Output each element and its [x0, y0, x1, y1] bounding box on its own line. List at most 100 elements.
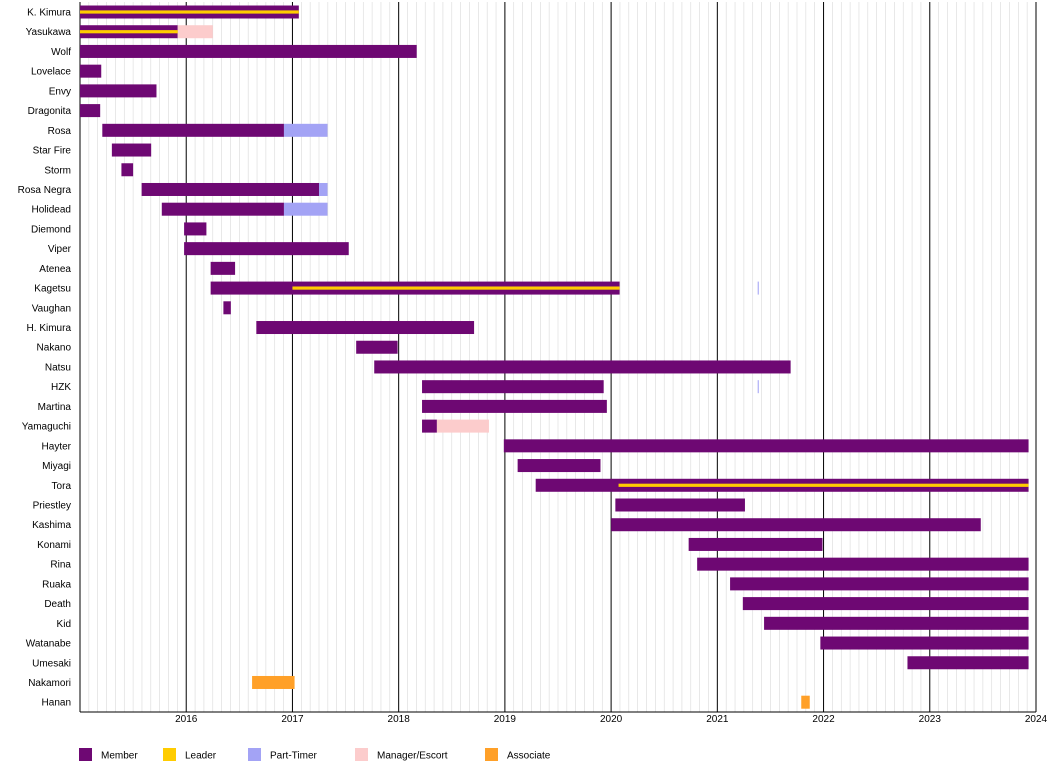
row-label: Yamaguchi	[22, 422, 71, 433]
legend-swatch	[248, 748, 261, 761]
row-label: Nakamori	[28, 678, 71, 689]
legend-label: Leader	[185, 751, 217, 762]
timeline-bar	[80, 44, 417, 58]
timeline-bar	[611, 518, 981, 532]
row-label: Tora	[52, 481, 72, 492]
legend: Member Leader Part-Timer Manager/Escort Asso…	[79, 748, 551, 762]
x-tick-label: 2019	[494, 714, 517, 725]
timeline-bar	[907, 656, 1029, 670]
legend-swatch	[79, 748, 92, 761]
x-tick-label: 2020	[600, 714, 623, 725]
timeline-bar	[503, 439, 1029, 453]
timeline-bar	[141, 182, 319, 196]
timeline-bar	[757, 281, 759, 295]
row-label: Diemond	[31, 224, 71, 235]
timeline-bar	[422, 399, 607, 413]
legend-swatch	[485, 748, 498, 761]
row-label: Umesaki	[32, 658, 71, 669]
legend-swatch	[163, 748, 176, 761]
row-label: K. Kimura	[27, 8, 71, 19]
row-label: Lovelace	[31, 67, 71, 78]
timeline-bar	[422, 380, 604, 394]
x-tick-label: 2016	[175, 714, 198, 725]
x-tick-label: 2022	[812, 714, 835, 725]
legend-swatch	[355, 748, 368, 761]
row-label: Nakano	[37, 343, 72, 354]
row-label: Dragonita	[28, 106, 72, 117]
timeline-bar	[80, 84, 157, 98]
timeline-bar	[422, 419, 437, 433]
timeline-bar	[223, 301, 231, 315]
row-label: HZK	[51, 382, 71, 393]
x-tick-label: 2018	[388, 714, 411, 725]
row-label: Kashima	[32, 520, 71, 531]
timeline-bar	[374, 360, 791, 374]
row-label: Kagetsu	[34, 284, 71, 295]
leader-overlay-bar	[80, 10, 299, 14]
x-tick-label: 2017	[281, 714, 304, 725]
timeline-bar	[820, 636, 1029, 650]
row-label: Konami	[37, 540, 71, 551]
timeline-bar	[210, 261, 236, 275]
x-axis-tick-labels: 2016 2017 2018 2019 2020 2021 2022 2023 2024	[175, 714, 1047, 725]
timeline-bar	[615, 498, 745, 512]
row-label: Priestley	[33, 501, 71, 512]
row-label: Miyagi	[42, 461, 71, 472]
timeline-bar	[283, 123, 328, 137]
row-label: Envy	[49, 86, 71, 97]
timeline-bar	[742, 597, 1029, 611]
row-label: Rosa Negra	[18, 185, 72, 196]
row-label: Star Fire	[33, 146, 72, 157]
timeline-bar	[161, 202, 284, 216]
leader-overlay-bar	[618, 483, 1029, 487]
row-label: Storm	[44, 165, 71, 176]
row-label: Holidead	[32, 205, 71, 216]
timeline-bar	[757, 380, 759, 394]
legend-label: Member	[101, 751, 138, 762]
row-label: Atenea	[39, 264, 71, 275]
minor-gridlines	[88, 2, 1028, 712]
row-label: Viper	[48, 244, 72, 255]
row-labels: K. Kimura Yasukawa Wolf Lovelace Envy Dragoni…	[18, 8, 72, 709]
timeline-bar	[102, 123, 284, 137]
row-label: Watanabe	[26, 639, 72, 650]
row-label: Death	[44, 599, 71, 610]
timeline-bar	[730, 577, 1029, 591]
timeline-bar	[184, 222, 207, 236]
timeline-bar	[256, 321, 475, 335]
timeline-bar	[688, 537, 823, 551]
row-label: Rosa	[48, 126, 72, 137]
timeline-bar	[436, 419, 489, 433]
row-label: Hayter	[42, 441, 72, 452]
timeline-bar	[184, 242, 349, 256]
row-label: Wolf	[51, 47, 71, 58]
timeline-bar	[111, 143, 152, 157]
legend-label: Manager/Escort	[377, 751, 448, 762]
timeline-bar	[356, 340, 398, 354]
row-label: H. Kimura	[27, 323, 72, 334]
timeline-bar	[517, 459, 601, 473]
timeline-bar	[283, 202, 328, 216]
row-label: Ruaka	[42, 579, 71, 590]
timeline-bar	[80, 104, 101, 118]
x-tick-label: 2021	[706, 714, 729, 725]
timeline-bar	[252, 675, 295, 689]
legend-label: Associate	[507, 751, 551, 762]
x-tick-label: 2023	[919, 714, 942, 725]
x-tick-label: 2024	[1025, 714, 1048, 725]
major-gridlines	[79, 2, 1037, 713]
timeline-bar	[121, 163, 134, 177]
row-label: Kid	[57, 619, 71, 630]
row-label: Natsu	[45, 362, 71, 373]
row-label: Hanan	[42, 698, 71, 709]
bars-layer	[80, 5, 1029, 709]
timeline-bar	[764, 616, 1029, 630]
row-label: Yasukawa	[26, 27, 72, 38]
row-label: Rina	[50, 560, 71, 571]
row-label: Vaughan	[32, 303, 71, 314]
timeline-bar	[80, 64, 102, 78]
timeline-bar	[319, 182, 328, 196]
leader-overlay-bar	[292, 286, 620, 290]
leader-overlay-bar	[80, 30, 178, 34]
